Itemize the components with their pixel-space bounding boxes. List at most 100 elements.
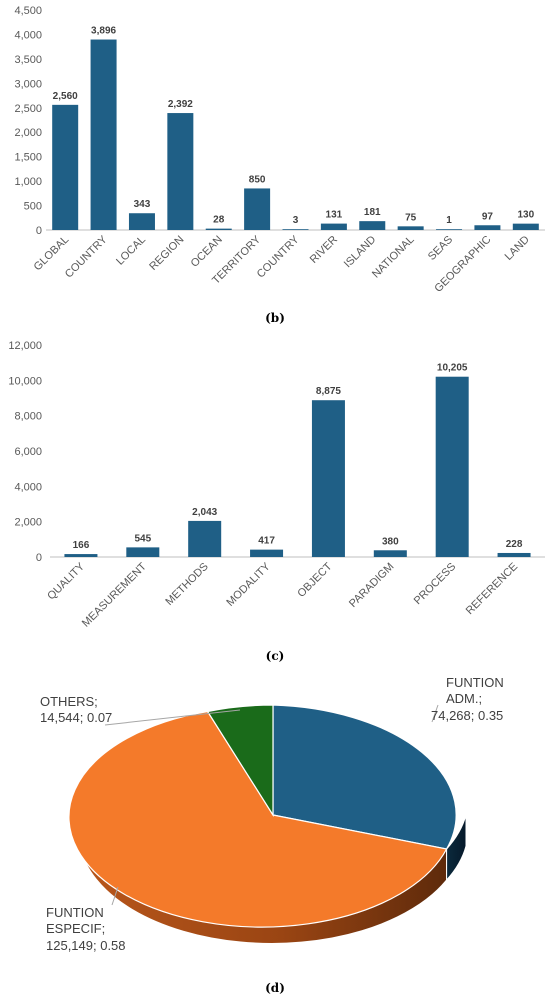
b-bar bbox=[205, 228, 232, 230]
pie-label-others-line-1: OTHERS; bbox=[40, 694, 98, 709]
b-y-tick-label: 500 bbox=[24, 201, 42, 213]
c-category-label: QUALITY bbox=[45, 560, 87, 602]
chart-d: FUNTION ADM.; 74,268; 0.35 OTHERS; 14,54… bbox=[40, 675, 504, 995]
chart-c-panel-label: (c) bbox=[266, 649, 285, 663]
c-bar bbox=[497, 552, 531, 557]
c-bar bbox=[373, 550, 407, 557]
pie-side-blue bbox=[446, 814, 467, 882]
b-category-label: REGION bbox=[147, 234, 186, 273]
b-data-label: 3,896 bbox=[91, 26, 116, 37]
leader-line-funtion-adm bbox=[431, 704, 439, 723]
b-category-label: RIVER bbox=[308, 234, 340, 266]
chart-c-y-ticks: 0 2,000 4,000 6,000 8,000 10,000 12,000 bbox=[8, 340, 42, 564]
b-category-label: ISLAND bbox=[342, 234, 379, 271]
c-data-label: 166 bbox=[73, 540, 90, 551]
pie-label-funtion-adm-line-1: FUNTION bbox=[446, 675, 504, 690]
c-data-label: 8,875 bbox=[316, 386, 341, 397]
b-category-label: GLOBAL bbox=[32, 234, 72, 274]
chart-b-data-labels: 2,560 3,896 343 2,392 28 850 3 131 181 75 1 97 130 bbox=[53, 26, 535, 227]
b-data-label: 850 bbox=[249, 174, 266, 185]
c-category-label: METHODS bbox=[163, 561, 210, 608]
chart-c-bars bbox=[64, 376, 531, 557]
b-data-label: 343 bbox=[134, 199, 151, 210]
b-category-label: COUNTRY bbox=[255, 233, 302, 280]
chart-b-panel-label: (b) bbox=[265, 311, 285, 325]
c-data-label: 545 bbox=[134, 533, 151, 544]
c-category-label: OBJECT bbox=[295, 560, 334, 599]
b-category-label: LOCAL bbox=[114, 234, 148, 268]
b-data-label: 28 bbox=[213, 215, 225, 226]
b-data-label: 1 bbox=[446, 215, 452, 226]
b-data-label: 130 bbox=[517, 210, 534, 221]
c-category-label: PROCESS bbox=[412, 561, 459, 608]
b-category-label: SEAS bbox=[426, 234, 455, 263]
b-data-label: 181 bbox=[364, 207, 381, 218]
pie-label-funtion-adm: FUNTION ADM.; 74,268; 0.35 bbox=[431, 675, 504, 723]
c-data-label: 2,043 bbox=[192, 507, 217, 518]
b-bar bbox=[244, 188, 271, 230]
b-bar bbox=[128, 213, 155, 230]
c-y-tick-label: 12,000 bbox=[8, 340, 42, 352]
b-bar bbox=[436, 229, 463, 230]
c-category-label: PARADIGM bbox=[347, 561, 396, 610]
b-category-label: LAND bbox=[503, 234, 532, 263]
b-y-tick-label: 3,000 bbox=[14, 78, 42, 90]
b-category-label: NATIONAL bbox=[370, 234, 417, 281]
b-data-label: 97 bbox=[482, 211, 494, 222]
pie-label-funtion-especif-line-3: 125,149; 0.58 bbox=[46, 938, 126, 953]
b-data-label: 2,392 bbox=[168, 99, 193, 110]
b-y-tick-label: 4,500 bbox=[14, 5, 42, 17]
c-y-tick-label: 10,000 bbox=[8, 375, 42, 387]
c-bar bbox=[311, 400, 345, 557]
chart-c: 0 2,000 4,000 6,000 8,000 10,000 12,000 166 545… bbox=[8, 340, 545, 663]
chart-c-data-labels: 166 545 2,043 417 8,875 380 10,205 228 bbox=[73, 363, 523, 551]
c-bar bbox=[250, 549, 284, 557]
pie-label-others: OTHERS; 14,544; 0.07 bbox=[40, 694, 112, 725]
b-category-label: COUNTRY bbox=[63, 233, 110, 280]
pie-label-funtion-especif-line-2: ESPECIF; bbox=[46, 921, 105, 936]
pie-slice-funtion-adm bbox=[272, 704, 457, 850]
b-data-label: 131 bbox=[326, 210, 343, 221]
b-data-label: 75 bbox=[405, 212, 417, 223]
pie-label-funtion-especif-line-1: FUNTION bbox=[46, 905, 104, 920]
chart-b-y-ticks: 0 500 1,000 1,500 2,000 2,500 3,000 3,500 4,000 4… bbox=[14, 5, 42, 237]
c-bar bbox=[126, 547, 160, 557]
pie-leader-lines bbox=[104, 704, 439, 906]
b-bar bbox=[167, 113, 194, 230]
b-y-tick-label: 1,500 bbox=[14, 152, 42, 164]
b-y-tick-label: 2,500 bbox=[14, 103, 42, 115]
b-y-tick-label: 3,500 bbox=[14, 54, 42, 66]
chart-b: 0 500 1,000 1,500 2,000 2,500 3,000 3,500 4,000 4… bbox=[14, 5, 545, 325]
pie-slice-funtion-especif bbox=[68, 710, 448, 928]
c-data-label: 380 bbox=[382, 536, 399, 547]
chart-d-panel-label: (d) bbox=[265, 981, 285, 995]
b-bar bbox=[397, 226, 424, 230]
b-bar bbox=[90, 39, 117, 231]
b-bar bbox=[474, 225, 501, 230]
chart-b-bars bbox=[52, 39, 539, 231]
pie-label-others-line-2: 14,544; 0.07 bbox=[40, 710, 112, 725]
b-y-tick-label: 0 bbox=[36, 225, 42, 237]
b-y-tick-label: 2,000 bbox=[14, 127, 42, 139]
pie-slice-others bbox=[206, 704, 274, 818]
c-category-label: MODALITY bbox=[224, 560, 273, 609]
pie-label-funtion-adm-line-3: 74,268; 0.35 bbox=[431, 708, 503, 723]
c-data-label: 228 bbox=[506, 539, 523, 550]
pie-label-funtion-especif: FUNTION ESPECIF; 125,149; 0.58 bbox=[46, 905, 126, 953]
c-bar bbox=[64, 554, 98, 557]
c-bar bbox=[435, 376, 469, 557]
pie-top bbox=[68, 704, 457, 928]
c-y-tick-label: 6,000 bbox=[14, 446, 42, 458]
c-y-tick-label: 0 bbox=[36, 552, 42, 564]
c-category-label: REFERENCE bbox=[464, 561, 520, 617]
b-y-tick-label: 1,000 bbox=[14, 176, 42, 188]
c-category-label: MEASUREMENT bbox=[80, 560, 149, 629]
pie-label-funtion-adm-line-2: ADM.; bbox=[446, 691, 482, 706]
b-bar bbox=[512, 223, 539, 230]
b-bar bbox=[52, 104, 79, 230]
b-bar bbox=[320, 223, 347, 230]
c-data-label: 10,205 bbox=[437, 363, 468, 374]
